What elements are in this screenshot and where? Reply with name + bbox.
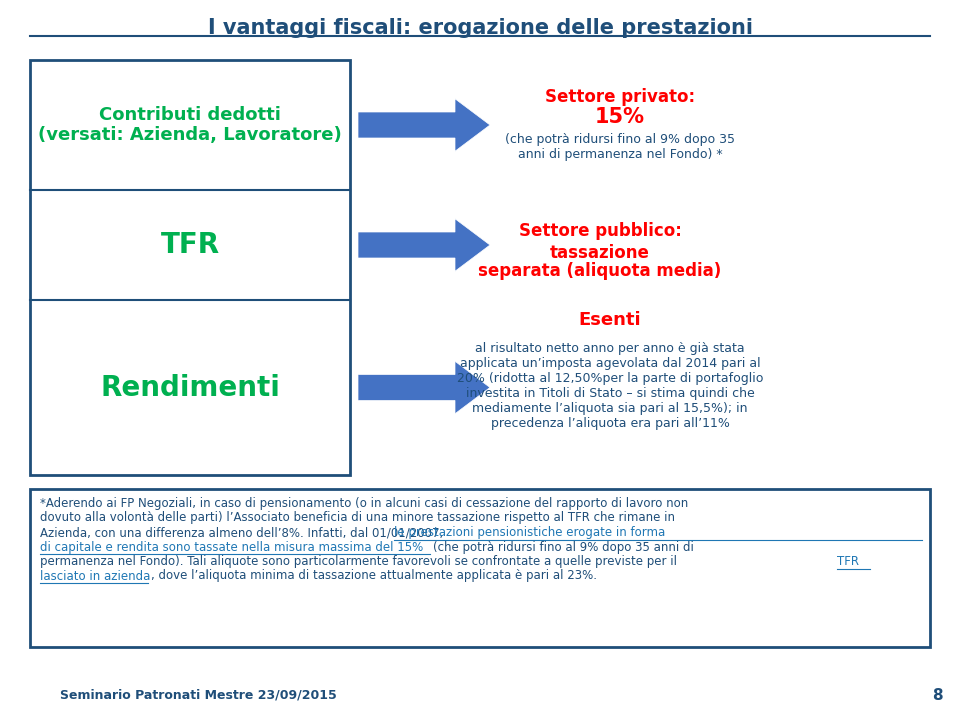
FancyBboxPatch shape: [30, 489, 930, 647]
Text: Settore privato:: Settore privato:: [545, 88, 695, 106]
Polygon shape: [358, 361, 490, 414]
Text: Contributi dedotti
(versati: Azienda, Lavoratore): Contributi dedotti (versati: Azienda, La…: [38, 106, 342, 145]
Text: (che potrà ridursi fino al 9% dopo 35 anni di: (che potrà ridursi fino al 9% dopo 35 an…: [433, 540, 694, 553]
Text: *Aderendo ai FP Negoziali, in caso di pensionamento (o in alcuni casi di cessazi: *Aderendo ai FP Negoziali, in caso di pe…: [40, 497, 688, 510]
Text: permanenza nel Fondo). Tali aliquote sono particolarmente favorevoli se confront: permanenza nel Fondo). Tali aliquote son…: [40, 555, 677, 568]
Text: (che potrà ridursi fino al 9% dopo 35
anni di permanenza nel Fondo) *: (che potrà ridursi fino al 9% dopo 35 an…: [505, 133, 735, 161]
FancyBboxPatch shape: [30, 60, 350, 475]
Polygon shape: [358, 98, 490, 151]
Text: Seminario Patronati Mestre 23/09/2015: Seminario Patronati Mestre 23/09/2015: [60, 688, 337, 701]
Text: TFR: TFR: [160, 231, 220, 259]
Text: lasciato in azienda: lasciato in azienda: [40, 570, 151, 583]
Text: Rendimenti: Rendimenti: [100, 374, 280, 401]
Text: di capitale e rendita sono tassate nella misura massima del 15%: di capitale e rendita sono tassate nella…: [40, 540, 423, 553]
Text: 15%: 15%: [595, 107, 645, 127]
Text: Esenti: Esenti: [579, 311, 641, 329]
Text: Azienda, con una differenza almeno dell’8%. Infatti, dal 01/01/2007,: Azienda, con una differenza almeno dell’…: [40, 526, 444, 539]
Text: 8: 8: [932, 688, 943, 703]
Text: al risultato netto anno per anno è già stata
applicata un’imposta agevolata dal : al risultato netto anno per anno è già s…: [457, 342, 763, 430]
Text: Settore pubblico:: Settore pubblico:: [518, 222, 682, 240]
Text: TFR: TFR: [837, 555, 859, 568]
Polygon shape: [358, 219, 490, 271]
Text: , dove l’aliquota minima di tassazione attualmente applicata è pari al 23%.: , dove l’aliquota minima di tassazione a…: [151, 570, 597, 583]
Text: tassazione: tassazione: [550, 244, 650, 262]
Text: le prestazioni pensionistiche erogate in forma: le prestazioni pensionistiche erogate in…: [394, 526, 665, 539]
Text: separata (aliquota media): separata (aliquota media): [478, 262, 722, 280]
Text: dovuto alla volontà delle parti) l’Associato beneficia di una minore tassazione : dovuto alla volontà delle parti) l’Assoc…: [40, 511, 675, 525]
Text: I vantaggi fiscali: erogazione delle prestazioni: I vantaggi fiscali: erogazione delle pre…: [207, 18, 753, 38]
